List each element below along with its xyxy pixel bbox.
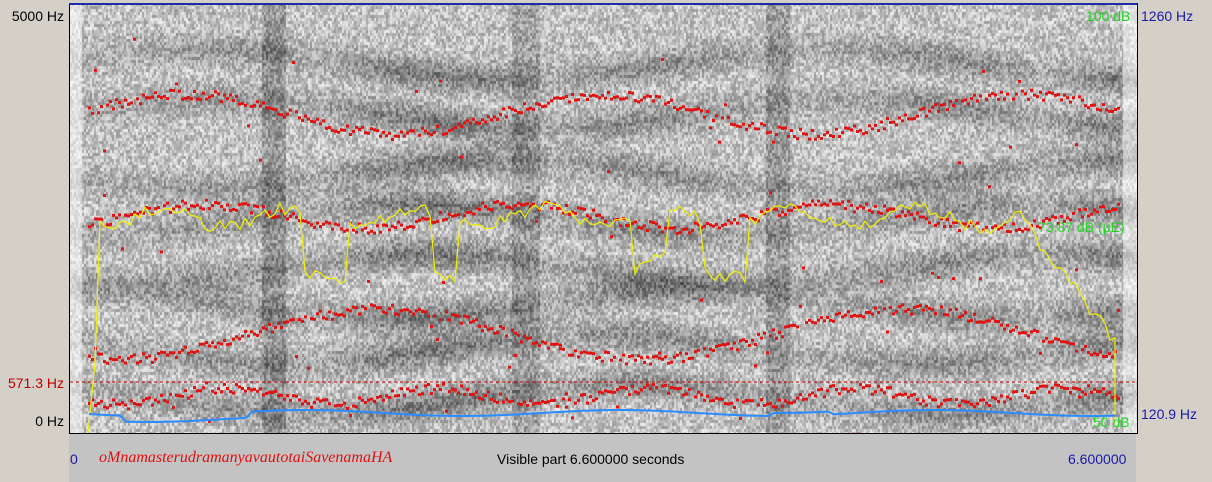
formant-dots <box>88 37 1120 433</box>
left-axis-gutter <box>0 0 69 482</box>
visible-part-label: Visible part 6.600000 seconds <box>497 451 685 467</box>
text-grid-title: oMnamasterudramanyavautotaiSavenamaHA <box>99 449 393 466</box>
right-axis-gutter <box>1136 0 1212 482</box>
selection-top-border <box>69 3 1137 5</box>
spectrogram-panel[interactable] <box>69 3 1138 434</box>
intensity-curve <box>87 200 1116 433</box>
intensity-bottom-label: 50 dB <box>1093 414 1130 430</box>
pitch-curve <box>89 409 1117 423</box>
frequency-bottom-label: 0 Hz <box>35 413 64 429</box>
frequency-top-label: 5000 Hz <box>11 8 64 24</box>
time-info-bar[interactable] <box>69 434 1136 482</box>
analysis-overlay <box>70 37 1137 433</box>
intensity-mean-label: 73.87 dB (μE) <box>1038 219 1125 235</box>
pitch-bottom-label: 120.9 Hz <box>1141 406 1198 422</box>
pitch-top-label: 1260 Hz <box>1141 8 1194 24</box>
time-start-label: 0 <box>70 451 78 467</box>
time-end-label: 6.600000 <box>1068 451 1127 467</box>
intensity-top-label: 100 dB <box>1086 8 1131 24</box>
frequency-cursor-label: 571.3 Hz <box>7 375 64 391</box>
